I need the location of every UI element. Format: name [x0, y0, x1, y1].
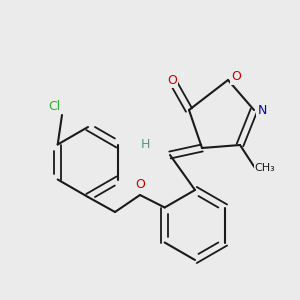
Text: O: O [135, 178, 145, 191]
Text: Cl: Cl [48, 100, 60, 113]
Text: N: N [257, 103, 267, 116]
Text: O: O [231, 70, 241, 83]
Text: H: H [140, 139, 150, 152]
Text: CH₃: CH₃ [255, 163, 275, 173]
Text: O: O [167, 74, 177, 86]
